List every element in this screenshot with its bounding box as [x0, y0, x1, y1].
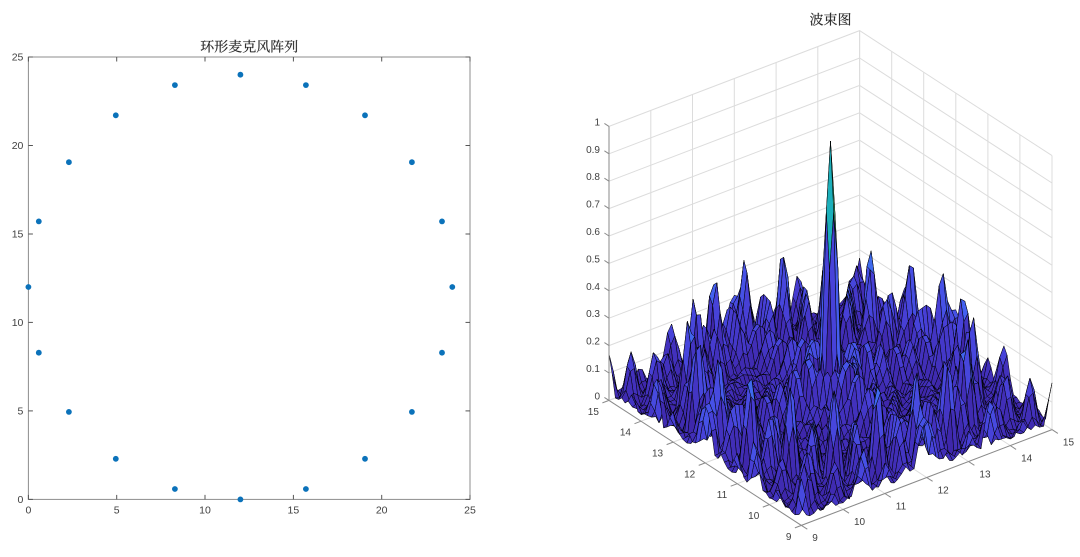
svg-text:15: 15 — [1063, 437, 1075, 448]
svg-text:0.3: 0.3 — [586, 309, 600, 320]
svg-text:10: 10 — [12, 317, 24, 329]
svg-text:20: 20 — [376, 504, 388, 516]
svg-text:5: 5 — [18, 405, 24, 417]
svg-text:14: 14 — [1021, 453, 1033, 464]
svg-text:20: 20 — [12, 140, 24, 152]
svg-text:5: 5 — [114, 504, 120, 516]
svg-text:11: 11 — [717, 490, 728, 501]
svg-text:0: 0 — [18, 494, 24, 506]
svg-text:0.1: 0.1 — [586, 364, 600, 375]
svg-text:15: 15 — [288, 504, 300, 516]
svg-text:12: 12 — [684, 469, 696, 480]
svg-text:12: 12 — [938, 485, 950, 496]
svg-text:0.6: 0.6 — [586, 227, 600, 238]
svg-text:0.7: 0.7 — [586, 200, 600, 211]
svg-text:9: 9 — [812, 533, 818, 544]
svg-text:0.2: 0.2 — [586, 337, 600, 348]
svg-text:0.9: 0.9 — [586, 145, 600, 156]
svg-text:13: 13 — [652, 449, 664, 460]
svg-text:1: 1 — [594, 117, 600, 128]
svg-text:25: 25 — [464, 504, 476, 516]
svg-text:15: 15 — [588, 407, 600, 418]
svg-text:10: 10 — [854, 517, 866, 528]
svg-text:0.8: 0.8 — [586, 172, 600, 183]
svg-text:10: 10 — [199, 504, 211, 516]
svg-text:0.5: 0.5 — [586, 254, 600, 265]
svg-text:0: 0 — [25, 504, 31, 516]
svg-text:13: 13 — [979, 469, 991, 480]
svg-text:0: 0 — [594, 391, 600, 402]
svg-text:0.4: 0.4 — [586, 282, 600, 293]
svg-text:9: 9 — [786, 532, 792, 543]
svg-text:25: 25 — [12, 52, 24, 64]
svg-text:10: 10 — [748, 511, 760, 522]
svg-text:14: 14 — [620, 428, 632, 439]
svg-text:15: 15 — [12, 229, 24, 241]
svg-text:11: 11 — [896, 501, 907, 512]
